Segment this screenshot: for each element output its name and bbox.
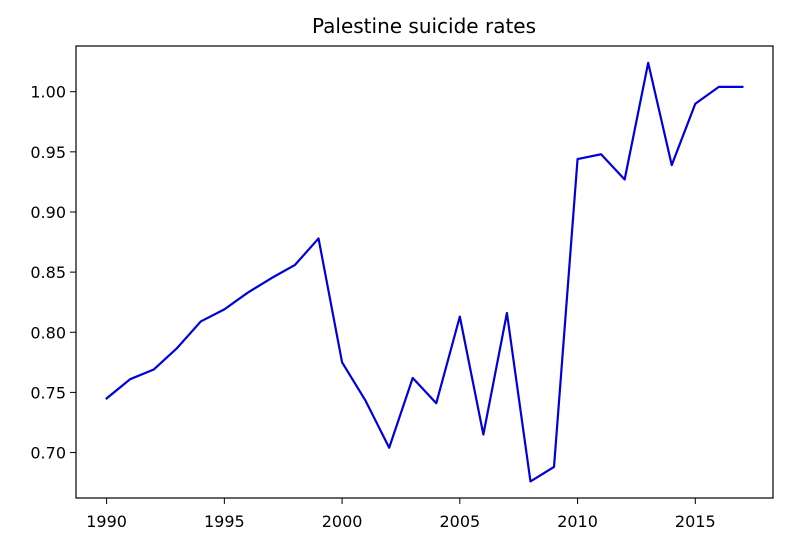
chart-title: Palestine suicide rates — [312, 14, 536, 38]
y-tick-label: 0.90 — [30, 203, 66, 222]
x-tick-label: 2010 — [557, 512, 598, 531]
series-line — [105, 61, 744, 483]
x-tick-label: 2000 — [322, 512, 363, 531]
y-axis: 0.70 0.75 0.80 0.85 0.90 0.95 1.00 — [30, 83, 76, 463]
plot-area — [105, 61, 744, 483]
x-tick-label: 2005 — [439, 512, 480, 531]
y-tick-label: 0.95 — [30, 143, 66, 162]
y-tick-label: 0.75 — [30, 383, 66, 402]
x-axis: 1990 1995 2000 2005 2010 2015 — [86, 498, 716, 531]
y-tick-label: 1.00 — [30, 83, 66, 102]
y-tick-label: 0.80 — [30, 323, 66, 342]
y-tick-label: 0.70 — [30, 444, 66, 463]
x-tick-label: 2015 — [675, 512, 716, 531]
y-tick-label: 0.85 — [30, 263, 66, 282]
plot-frame — [75, 45, 774, 499]
x-tick-label: 1990 — [86, 512, 127, 531]
x-tick-label: 1995 — [204, 512, 245, 531]
